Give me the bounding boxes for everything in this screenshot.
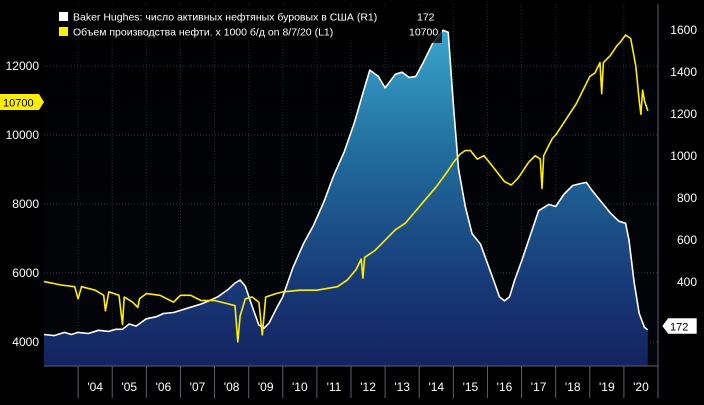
x-tick-label: '20 [633,380,649,394]
left-tick-label: 6000 [12,266,39,280]
right-value-flag: 172 [661,317,698,335]
x-tick-label: '12 [360,380,376,394]
x-tick-label: '15 [463,380,479,394]
x-tick-label: '08 [224,380,240,394]
x-tick-label: '14 [428,380,444,394]
x-tick-label: '10 [292,380,308,394]
x-tick-label: '04 [87,380,103,394]
right-tick-label: 1400 [670,65,697,79]
x-tick-label: '07 [190,380,206,394]
x-tick-label: '18 [565,380,581,394]
left-tick-label: 4000 [12,335,39,349]
right-tick-label: 600 [677,233,697,247]
x-tick-label: '13 [394,380,410,394]
x-tick-label: '09 [258,380,274,394]
left-flag-text: 10700 [3,98,34,110]
right-tick-label: 400 [677,275,697,289]
left-tick-label: 8000 [12,197,39,211]
production-line [44,34,649,343]
right-tick-label: 1600 [670,23,697,37]
legend-label-production: Объем производства нефти. x 1000 б/д on … [73,27,333,39]
legend-value-production: 10700 [409,27,438,39]
legend-swatch-production [59,27,68,36]
right-tick-label: 1000 [670,149,697,163]
x-tick-label: '11 [327,380,342,394]
left-tick-label: 12000 [6,59,40,73]
x-axis: '04 '05 '06 '07 '08 '09 '10 '11 '12 '13 '14 '15 '16 '… [44,4,659,398]
rig-count-area [44,30,648,366]
right-tick-label: 1200 [670,107,697,121]
right-flag-text: 172 [670,322,688,334]
x-tick-label: '17 [531,380,547,394]
x-tick-label: '05 [121,380,137,394]
rig-count-line [44,29,649,337]
legend-value-rigs: 172 [417,12,435,24]
x-tick-label: '19 [599,380,615,394]
left-tick-label: 10000 [6,128,40,142]
legend-swatch-rigs [59,12,68,21]
x-tick-label: '16 [497,380,513,394]
left-axis: 4000 6000 8000 10000 12000 [6,59,40,349]
legend-label-rigs: Baker Hughes: число активных нефтяных бу… [73,12,377,24]
legend-box [52,7,442,43]
right-tick-label: 800 [677,191,697,205]
left-value-flag: 10700 [0,94,44,110]
right-axis: 400 600 800 1000 1200 1400 1600 [670,23,697,289]
x-tick-label: '06 [156,380,172,394]
legend: Baker Hughes: число активных нефтяных бу… [52,7,442,43]
